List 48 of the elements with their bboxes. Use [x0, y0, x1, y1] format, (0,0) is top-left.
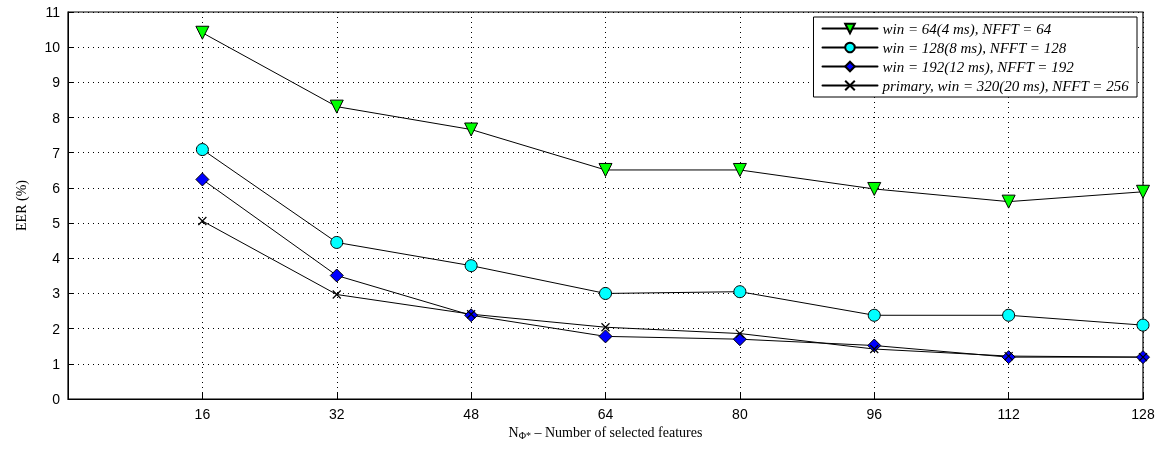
point: [600, 322, 611, 332]
legend-label: primary, win = 320(20 ms), NFFT = 256: [881, 77, 1130, 95]
point: [599, 286, 612, 300]
point: [867, 308, 881, 322]
point: [598, 162, 613, 177]
point: [732, 162, 747, 177]
x-tick-label: 32: [328, 406, 345, 422]
y-tick-label: 3: [52, 285, 61, 302]
point: [464, 122, 479, 137]
x-tick-label: 48: [463, 406, 480, 422]
y-tick-label: 4: [52, 250, 61, 267]
x-tick-label: 128: [1131, 406, 1155, 422]
y-tick-label: 8: [52, 109, 61, 126]
point: [1002, 308, 1016, 322]
x-tick-label: 96: [866, 406, 883, 422]
point: [329, 268, 344, 283]
y-tick-label: 2: [52, 320, 61, 337]
point: [1136, 318, 1150, 332]
x-tick-label: 80: [732, 406, 748, 422]
point: [329, 99, 344, 114]
y-tick-label: 7: [52, 144, 61, 161]
y-tick-label: 11: [45, 4, 61, 20]
x-tick-label: 16: [194, 406, 211, 422]
point: [195, 25, 210, 40]
x-tick-label: 64: [597, 406, 614, 422]
point: [197, 216, 207, 226]
point: [332, 289, 342, 300]
point: [1136, 184, 1150, 199]
legend-label: win = 64(4 ms), NFFT = 64: [882, 20, 1052, 38]
point: [195, 143, 209, 157]
point: [733, 285, 747, 299]
y-tick-label: 6: [52, 179, 61, 196]
legend-label: win = 128(8 ms), NFFT = 128: [882, 39, 1067, 57]
point: [598, 329, 613, 344]
point: [330, 235, 344, 249]
y-tick-label: 9: [52, 74, 61, 91]
point: [735, 328, 745, 339]
y-tick-label: 5: [52, 215, 61, 232]
y-axis-title: EER (%): [13, 179, 30, 231]
x-tick-label: 112: [997, 406, 1020, 422]
y-tick-label: 0: [52, 391, 61, 407]
point: [1001, 194, 1016, 209]
legend-label: win = 192(12 ms), NFFT = 192: [882, 58, 1075, 76]
y-tick-label: 10: [44, 39, 61, 56]
y-tick-label: 1: [52, 355, 61, 372]
point: [464, 259, 478, 273]
point: [867, 181, 882, 196]
point: [195, 172, 210, 187]
